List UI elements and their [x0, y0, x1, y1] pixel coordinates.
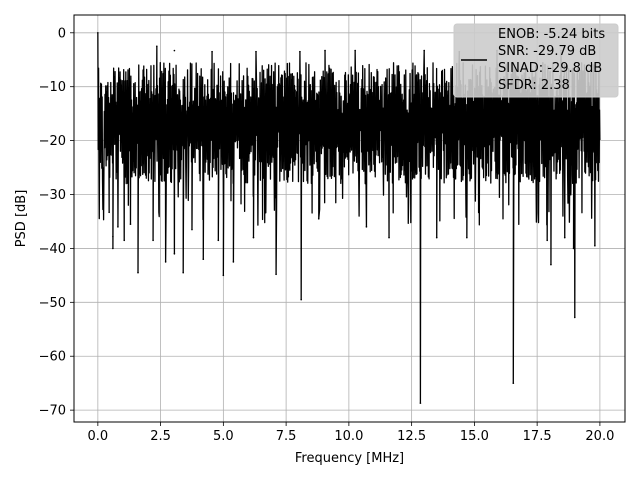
psd-dip-point	[594, 244, 596, 247]
psd-dip-point	[550, 263, 552, 266]
psd-dip-point	[112, 235, 114, 238]
y-tick-label: −50	[39, 296, 66, 311]
psd-dip-point	[546, 239, 548, 242]
psd-dip-point	[573, 316, 576, 319]
psd-dip-point	[202, 258, 205, 261]
psd-dip-point	[108, 211, 110, 214]
psd-dip-point	[563, 236, 566, 239]
y-axis-label: PSD [dB]	[14, 190, 29, 248]
psd-dip-point	[112, 247, 114, 250]
psd-dip-point	[435, 236, 438, 239]
psd-dip-point	[129, 223, 132, 225]
psd-dip-point	[123, 239, 126, 242]
psd-dip-point	[182, 271, 184, 274]
y-tick-label: −10	[39, 80, 66, 95]
psd-peak-point	[423, 49, 425, 52]
x-tick-label: 20.0	[585, 429, 614, 444]
x-tick-label: 12.5	[397, 429, 426, 444]
psd-dip-point	[512, 382, 515, 384]
psd-dip-point	[275, 273, 277, 276]
psd-dip-point	[300, 298, 302, 301]
psd-dip-point	[572, 247, 575, 250]
x-tick-label: 10.0	[334, 429, 363, 444]
x-tick-label: 2.5	[150, 429, 171, 444]
psd-dip-point	[466, 236, 468, 239]
psd-dip-point	[222, 274, 225, 277]
x-tick-label: 5.0	[213, 429, 234, 444]
psd-peak-point	[354, 49, 356, 52]
x-tick-label: 15.0	[460, 429, 489, 444]
x-tick-label: 17.5	[523, 429, 552, 444]
psd-dip-point	[419, 402, 422, 404]
y-tick-label: −60	[39, 350, 66, 365]
y-tick-label: −30	[39, 188, 66, 203]
psd-dip-point	[173, 253, 176, 255]
psd-dip-point	[232, 261, 235, 263]
psd-dip-point	[191, 228, 193, 231]
psd-peak-point	[211, 50, 213, 53]
tick-layer: 0.0 2.5 5.0 7.5 10.0 12.5 15.0 17.5 20.0 0 −10 −20 −…	[39, 26, 615, 444]
y-tick-label: −70	[39, 404, 66, 419]
psd-dip-point	[152, 239, 154, 242]
psd-dip-point	[365, 226, 368, 228]
legend-entry-snr: SNR: -29.79 dB	[498, 44, 596, 59]
psd-peak-point	[97, 31, 99, 34]
psd-peak-point	[173, 49, 176, 52]
y-tick-label: −40	[39, 242, 66, 257]
psd-dip-point	[117, 226, 119, 228]
legend-entry-sfdr: SFDR: 2.38	[498, 78, 570, 93]
psd-dip-point	[252, 236, 255, 239]
psd-dip-point	[388, 236, 390, 239]
x-axis-label: Frequency [MHz]	[295, 451, 404, 466]
legend-box	[453, 23, 619, 98]
psd-peak-point	[324, 49, 326, 52]
legend-entry-sinad: SINAD: -29.8 dB	[498, 61, 602, 76]
plot-area-frame	[73, 14, 626, 423]
psd-dip-point	[217, 239, 220, 242]
x-tick-label: 0.0	[88, 429, 109, 444]
y-tick-label: 0	[58, 26, 66, 41]
psd-dip-point	[317, 217, 320, 220]
psd-peak-point	[299, 50, 301, 53]
psd-peak-point	[255, 50, 257, 53]
psd-peak-point	[156, 45, 158, 48]
psd-dip-point	[164, 261, 167, 263]
psd-dip-point	[137, 271, 139, 274]
x-tick-label: 7.5	[276, 429, 297, 444]
legend: ENOB: -5.24 bits SNR: -29.79 dB SINAD: -…	[453, 23, 619, 98]
y-tick-label: −20	[39, 134, 66, 149]
legend-entry-enob: ENOB: -5.24 bits	[498, 27, 605, 42]
